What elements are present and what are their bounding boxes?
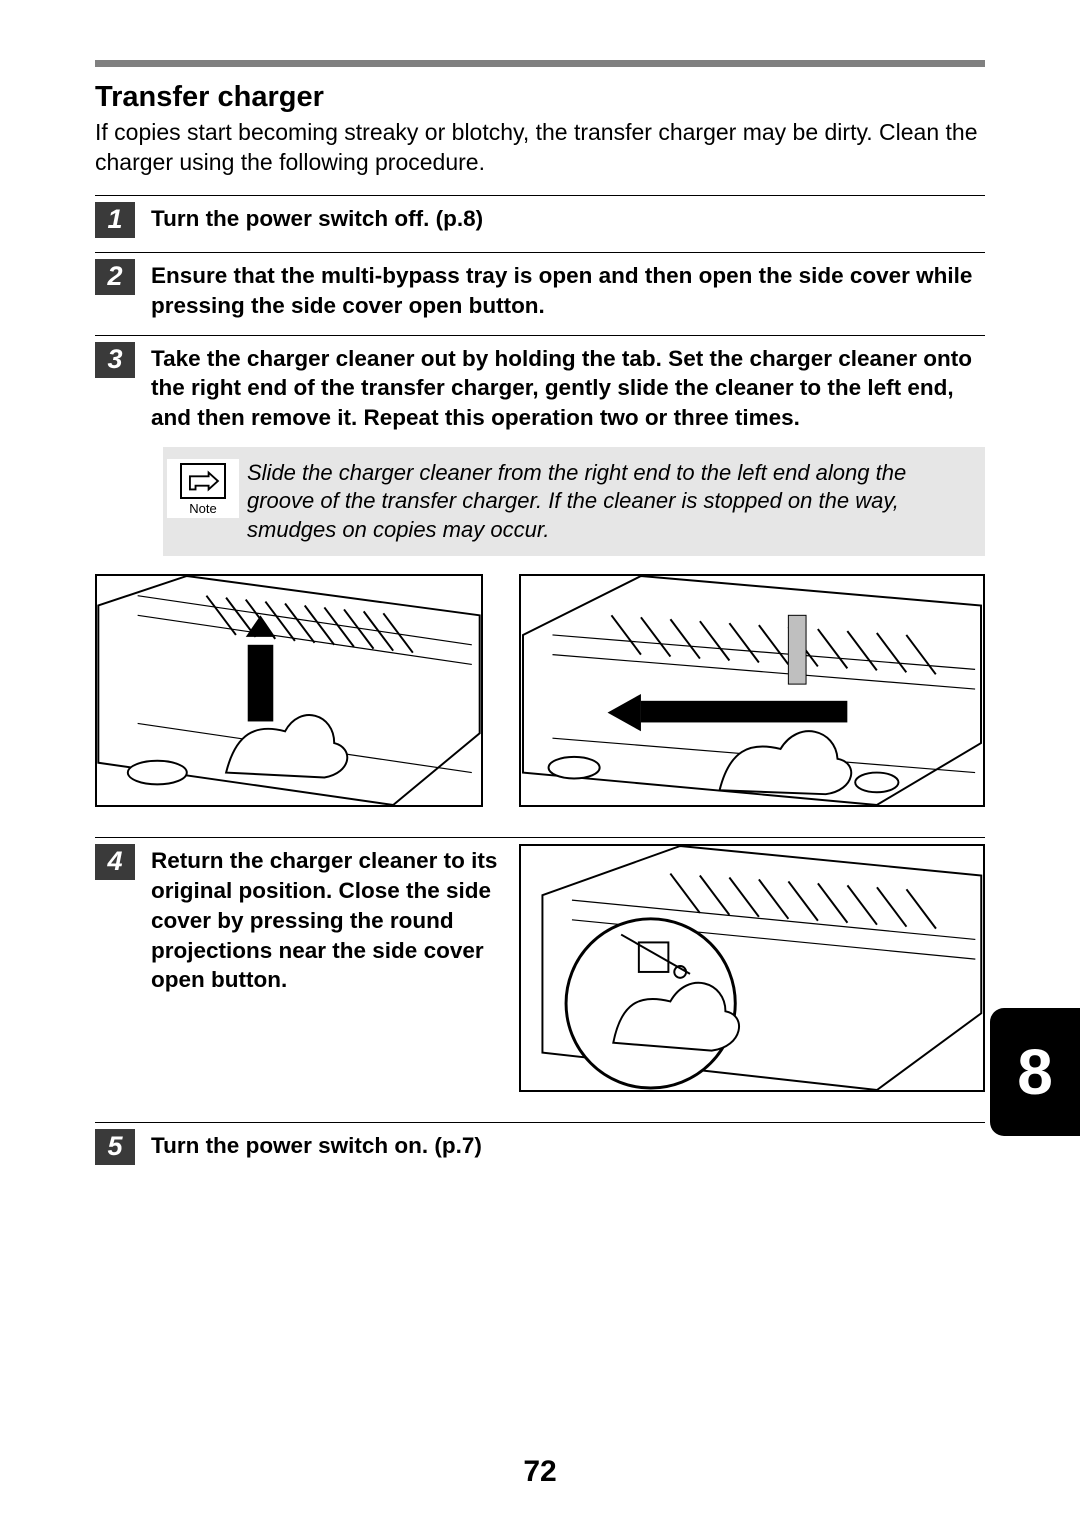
step-number: 1 (95, 202, 135, 238)
note-icon (180, 463, 226, 499)
step-4: 4 Return the charger cleaner to its orig… (95, 837, 985, 1092)
page-number: 72 (0, 1455, 1080, 1489)
step-text: Take the charger cleaner out by holding … (151, 342, 985, 433)
step-text: Ensure that the multi-bypass tray is ope… (151, 259, 985, 320)
note-text: Slide the charger cleaner from the right… (247, 459, 975, 545)
step-number: 5 (95, 1129, 135, 1165)
section-intro: If copies start becoming streaky or blot… (95, 118, 985, 177)
step-number: 3 (95, 342, 135, 378)
step-number: 2 (95, 259, 135, 295)
note-label: Note (189, 501, 216, 516)
top-rule (95, 60, 985, 67)
section-title: Transfer charger (95, 81, 985, 114)
step-text: Return the charger cleaner to its origin… (151, 844, 519, 994)
illustration-row-1 (95, 574, 985, 807)
illustration-close-cover (519, 844, 985, 1092)
step-text: Turn the power switch on. (p.7) (151, 1129, 985, 1161)
illustration-slide-cleaner (519, 574, 985, 807)
step-text: Turn the power switch off. (p.8) (151, 202, 985, 234)
step-1: 1 Turn the power switch off. (p.8) (95, 195, 985, 238)
step-number: 4 (95, 844, 135, 880)
note-box: Note Slide the charger cleaner from the … (163, 447, 985, 557)
chapter-tab: 8 (990, 1008, 1080, 1136)
step-5: 5 Turn the power switch on. (p.7) (95, 1122, 985, 1165)
illustration-remove-cleaner (95, 574, 483, 807)
step-3: 3 Take the charger cleaner out by holdin… (95, 335, 985, 433)
note-icon-column: Note (167, 459, 239, 518)
step-2: 2 Ensure that the multi-bypass tray is o… (95, 252, 985, 320)
